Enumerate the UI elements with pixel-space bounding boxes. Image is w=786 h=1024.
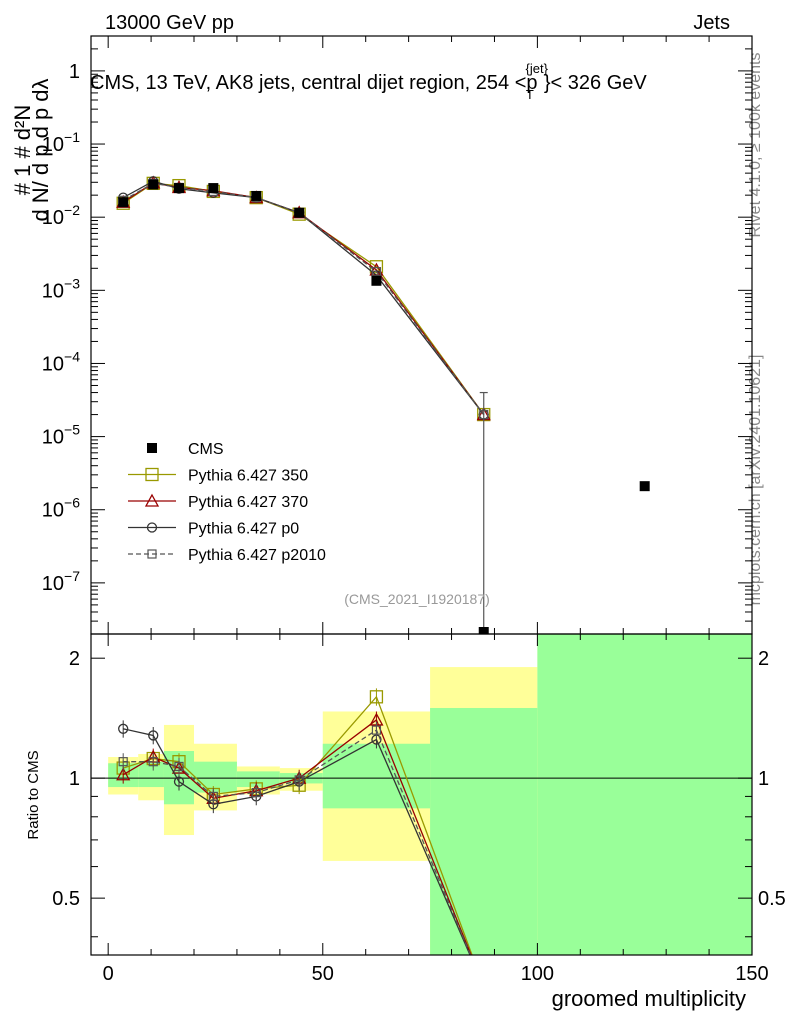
cms-point-6 xyxy=(371,275,382,286)
ratio-series-2-point-0 xyxy=(118,723,129,734)
band-green-6 xyxy=(322,743,431,809)
legend-label-2: Pythia 6.427 370 xyxy=(188,494,308,511)
legend-marker-4 xyxy=(147,549,157,559)
cms-point-7 xyxy=(478,627,489,634)
ratio-series-3-point-5 xyxy=(294,775,304,785)
svg-text:# 1 # d²N: # 1 # d²N xyxy=(10,105,35,196)
ratio-series-3-point-3 xyxy=(208,791,218,802)
band-green-4 xyxy=(236,771,280,788)
ytick-ratio-label-0: 0.5 xyxy=(52,888,80,910)
legend-marker-0 xyxy=(147,443,157,453)
ytick-ratio-label-2: 2 xyxy=(69,648,80,670)
ytick-ratio-label-right-1: 1 xyxy=(758,768,769,790)
ytick-ratio-label-right-2: 2 xyxy=(758,648,769,670)
cms-point-2 xyxy=(173,183,184,194)
cms-point-8 xyxy=(639,481,650,492)
side-text-bottom: mcplots.cern.ch [arXiv:2401.10621] xyxy=(747,355,764,606)
ytick-main-label-0: 10−7 xyxy=(42,568,80,595)
axes: 0 50 100 150 10−7 10−6 10−5 10−4 10−3 10−2 10−1 1 0.… xyxy=(42,35,786,985)
ylabel-main: # 1 # d²N d N/ d p d p dλ xyxy=(10,78,53,221)
legend-marker-2 xyxy=(144,493,160,507)
ytick-main-label-1: 10−6 xyxy=(42,495,80,522)
main-plot xyxy=(116,175,650,634)
ratio-series-3-point-1 xyxy=(148,757,158,767)
ratio-series-3-point-6 xyxy=(371,725,382,735)
series-line-3 xyxy=(122,182,485,415)
ytick-main-label-4: 10−3 xyxy=(42,275,80,302)
band-green-7 xyxy=(430,707,538,955)
header-right: Jets xyxy=(693,12,730,34)
xlabel: groomed multiplicity xyxy=(552,986,746,1011)
series-3-point-6 xyxy=(371,267,382,277)
xtick-label-150: 150 xyxy=(735,963,768,985)
watermark: (CMS_2021_I1920187) xyxy=(344,591,490,607)
chart-title-end: }< 326 GeV xyxy=(544,72,648,94)
ytick-main-label-2: 10−5 xyxy=(42,422,80,449)
header-left: 13000 GeV pp xyxy=(105,12,234,34)
ratio-series-2-point-2 xyxy=(173,776,185,787)
ratio-series-3-point-4 xyxy=(251,787,261,798)
legend-label-3: Pythia 6.427 p0 xyxy=(188,521,299,538)
cms-point-0 xyxy=(118,197,129,208)
band-green-8 xyxy=(537,634,752,955)
ytick-main-label-3: 10−4 xyxy=(42,348,80,375)
legend-marker-3 xyxy=(146,522,158,533)
legend-label-1: Pythia 6.427 350 xyxy=(188,468,308,485)
ratio-series-3-point-0 xyxy=(118,757,128,767)
ratio-line-2 xyxy=(123,728,471,955)
xtick-label-100: 100 xyxy=(521,963,554,985)
main-frame xyxy=(90,35,753,635)
chart-title-sup: {jet} xyxy=(526,61,549,76)
legend: CMS Pythia 6.427 350 Pythia 6.427 370 Pythi… xyxy=(128,441,326,564)
chart-title: CMS, 13 TeV, AK8 jets, central dijet reg… xyxy=(90,61,647,102)
legend-marker-1 xyxy=(145,467,159,482)
ytick-main-label-5: 10−2 xyxy=(42,202,80,229)
ytick-main-label-7: 1 xyxy=(69,61,80,83)
cms-point-5 xyxy=(294,207,305,218)
cms-point-4 xyxy=(251,190,262,201)
xtick-label-0: 0 xyxy=(103,963,114,985)
ylabel-ratio: Ratio to CMS xyxy=(25,750,42,839)
ytick-ratio-label-right-0: 0.5 xyxy=(758,888,786,910)
ratio-series-1-point-0 xyxy=(116,767,131,781)
ratio-series-2-point-1 xyxy=(148,730,159,741)
cms-point-3 xyxy=(208,183,219,194)
ratio-series-0-point-6 xyxy=(369,690,384,704)
ratio-bands xyxy=(108,634,752,955)
svg-text:d N/ d p d p dλ: d N/ d p d p dλ xyxy=(28,78,53,221)
side-text-top: Rivet 4.1.0, ≥ 100k events xyxy=(747,53,764,238)
ratio-plot xyxy=(91,688,752,955)
chart-title-main: CMS, 13 TeV, AK8 jets, central dijet reg… xyxy=(90,72,538,94)
ytick-ratio-label-1: 1 xyxy=(69,768,80,790)
ytick-main-label-6: 10−1 xyxy=(42,129,80,156)
chart-title-sub: T xyxy=(526,87,534,102)
cms-point-1 xyxy=(148,179,159,190)
ratio-series-3-point-2 xyxy=(174,761,184,772)
legend-label-4: Pythia 6.427 p2010 xyxy=(188,547,326,564)
ratio-frame xyxy=(90,633,753,956)
xtick-label-50: 50 xyxy=(312,963,334,985)
legend-label-0: CMS xyxy=(188,441,224,458)
